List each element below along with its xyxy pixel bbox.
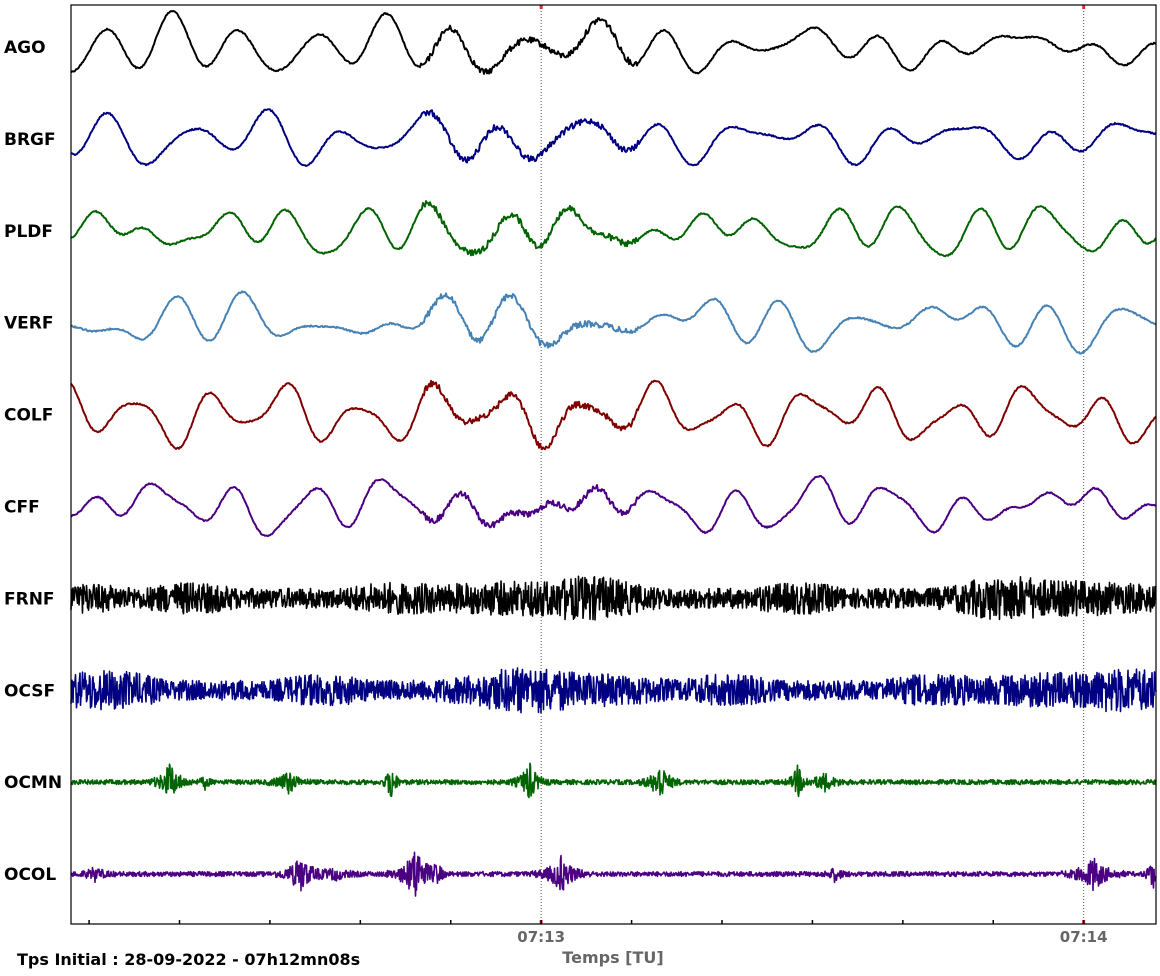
x-tick-label: 07:14 [1060,928,1108,946]
station-label-verf: VERF [4,314,53,334]
trace-ocol [70,851,1157,897]
tick-marker-top [1082,5,1086,9]
initial-time-label: Tps Initial : 28-09-2022 - 07h12mn08s [17,950,361,969]
station-label-ocol: OCOL [4,865,56,885]
tick-marker-top [539,5,543,9]
station-label-brgf: BRGF [4,130,56,150]
trace-ocmn [70,762,1157,799]
trace-cff [70,475,1157,538]
trace-pldf [70,200,1157,258]
station-label-cff: CFF [4,497,40,517]
trace-brgf [70,108,1157,167]
station-label-colf: COLF [4,406,53,426]
station-label-ocsf: OCSF [4,681,55,701]
trace-frnf [70,575,1157,621]
station-label-ago: AGO [4,38,46,58]
trace-ago [70,10,1157,75]
station-label-pldf: PLDF [4,222,53,242]
station-label-frnf: FRNF [4,589,55,609]
x-axis-label: Temps [TU] [562,948,663,967]
trace-colf [70,379,1157,451]
x-tick-label: 07:13 [517,928,565,946]
station-label-ocmn: OCMN [4,773,62,793]
trace-verf [70,290,1157,355]
trace-ocsf [70,667,1157,714]
plot-frame [70,4,1157,925]
